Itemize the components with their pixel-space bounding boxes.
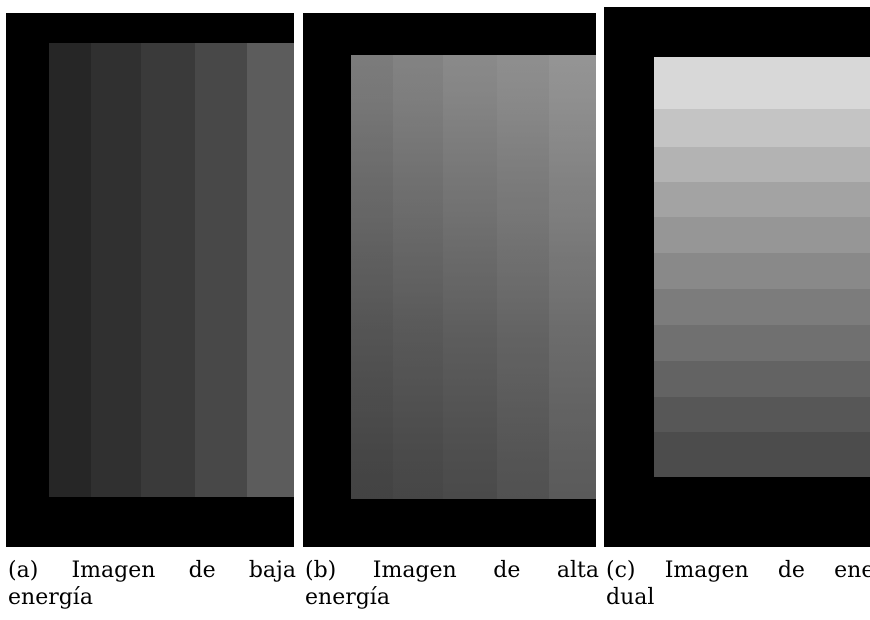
caption-word: (a) — [8, 558, 39, 583]
caption-word: energí — [834, 558, 870, 583]
caption-line2: dual — [606, 585, 655, 610]
caption-line2: energía — [305, 585, 390, 610]
caption-word: de — [777, 558, 805, 583]
step-wedge-phantom — [49, 43, 294, 497]
dual-energy-image — [604, 7, 870, 547]
caption-word: Imagen — [372, 558, 457, 583]
caption-word: Imagen — [71, 558, 156, 583]
caption-c: (c) Imagen de energí dual — [606, 557, 870, 611]
caption-word: baja — [248, 558, 296, 583]
step-wedge-phantom — [351, 55, 596, 499]
caption-word: de — [493, 558, 521, 583]
caption-word: Imagen — [664, 558, 749, 583]
caption-word: alta — [556, 558, 599, 583]
caption-a: (a) Imagen de baja energía — [8, 557, 296, 611]
caption-word: (c) — [606, 558, 636, 583]
low-energy-image — [6, 13, 294, 547]
caption-line2: energía — [8, 585, 93, 610]
caption-word: de — [188, 558, 216, 583]
step-wedge-phantom — [654, 57, 870, 477]
caption-word: (b) — [305, 558, 337, 583]
caption-b: (b) Imagen de alta energía — [305, 557, 599, 611]
high-energy-image — [303, 13, 596, 547]
